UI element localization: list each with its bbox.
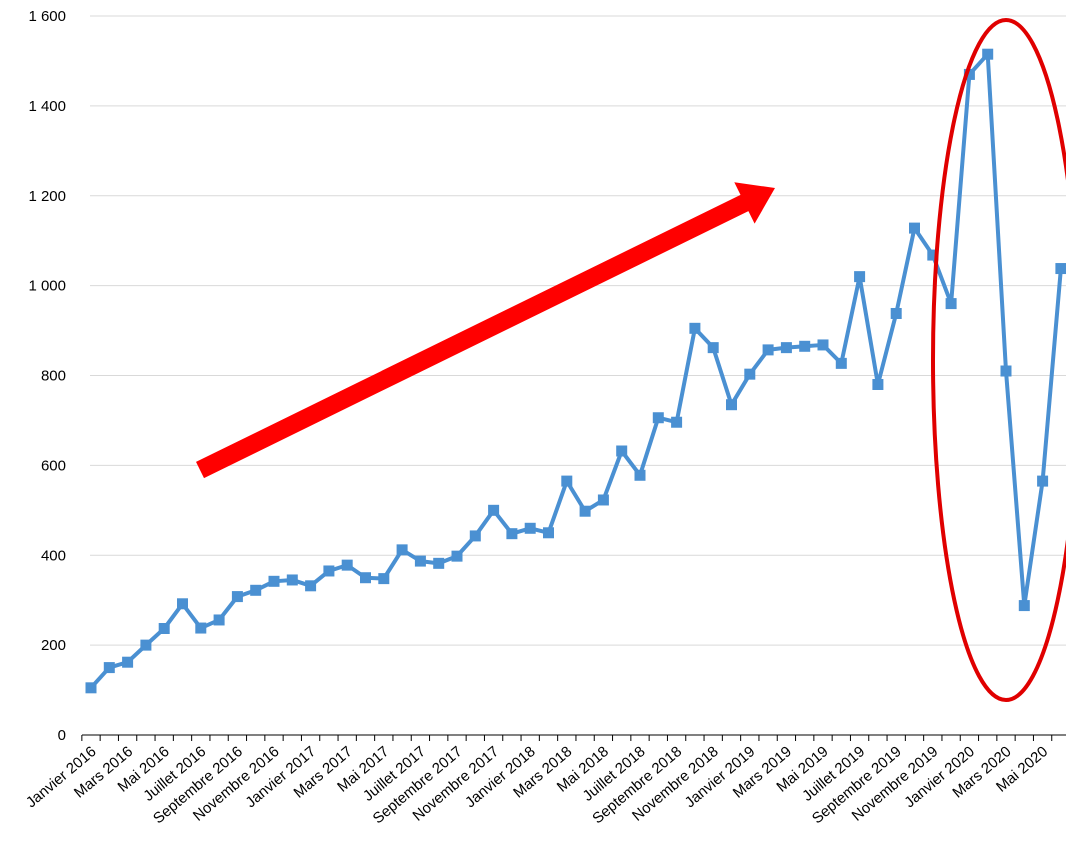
y-axis: 0 200 400 600 800 1 000 1 200 1 400 1 600	[28, 8, 66, 744]
data-point	[909, 222, 920, 234]
data-point	[689, 322, 701, 334]
data-point	[231, 591, 243, 603]
data-point	[726, 399, 737, 411]
y-tick-label: 1 200	[28, 188, 66, 205]
data-point	[561, 475, 573, 487]
data-point	[268, 575, 280, 587]
data-point	[634, 469, 646, 481]
data-point	[652, 412, 664, 424]
data-point	[597, 494, 609, 506]
data-point	[506, 528, 518, 540]
y-tick-label: 600	[41, 457, 66, 474]
y-tick-label: 1 000	[28, 278, 66, 295]
y-tick-label: 200	[41, 637, 66, 654]
data-point	[305, 580, 317, 592]
data-point	[835, 357, 847, 369]
data-point	[433, 557, 445, 569]
data-point	[963, 68, 975, 80]
gridlines	[90, 15, 1066, 646]
data-point	[927, 249, 939, 261]
data-point	[451, 550, 463, 562]
annotations	[196, 18, 1066, 702]
data-series	[85, 48, 1066, 694]
data-point	[286, 574, 298, 586]
data-point	[616, 445, 628, 457]
data-point	[158, 622, 170, 634]
data-point	[1055, 263, 1066, 275]
data-point	[103, 662, 115, 674]
data-point	[762, 344, 774, 356]
y-tick-label: 1 600	[28, 8, 66, 25]
data-point	[890, 307, 902, 319]
data-point	[140, 639, 152, 651]
data-point	[396, 544, 408, 556]
y-tick-label: 400	[41, 547, 66, 564]
data-point	[177, 598, 188, 610]
data-point	[799, 340, 811, 352]
data-point	[378, 573, 390, 585]
data-point	[195, 622, 207, 634]
data-point	[85, 682, 97, 694]
data-point	[744, 368, 756, 380]
data-point	[982, 48, 994, 60]
data-point	[872, 378, 884, 390]
data-point	[524, 522, 536, 534]
data-point	[1037, 475, 1049, 487]
trend-arrow	[196, 182, 775, 479]
highlight-ellipse	[931, 18, 1066, 702]
data-point	[707, 342, 719, 354]
data-point	[854, 271, 866, 283]
data-point	[945, 298, 957, 310]
data-point	[469, 530, 481, 542]
data-point	[579, 505, 591, 517]
y-tick-label: 0	[58, 727, 66, 744]
data-point	[488, 504, 500, 516]
data-point	[360, 572, 371, 584]
data-point	[341, 559, 353, 571]
data-point	[250, 584, 262, 596]
y-tick-label: 800	[41, 368, 66, 385]
y-tick-label: 1 400	[28, 98, 66, 115]
data-point	[1000, 365, 1012, 377]
data-point	[1018, 600, 1030, 612]
data-point	[213, 614, 225, 626]
data-point	[671, 416, 683, 428]
data-point	[122, 656, 134, 668]
data-point	[780, 342, 792, 354]
data-point	[817, 339, 829, 351]
data-point	[543, 527, 554, 539]
data-point	[323, 565, 335, 577]
data-point	[414, 555, 426, 567]
